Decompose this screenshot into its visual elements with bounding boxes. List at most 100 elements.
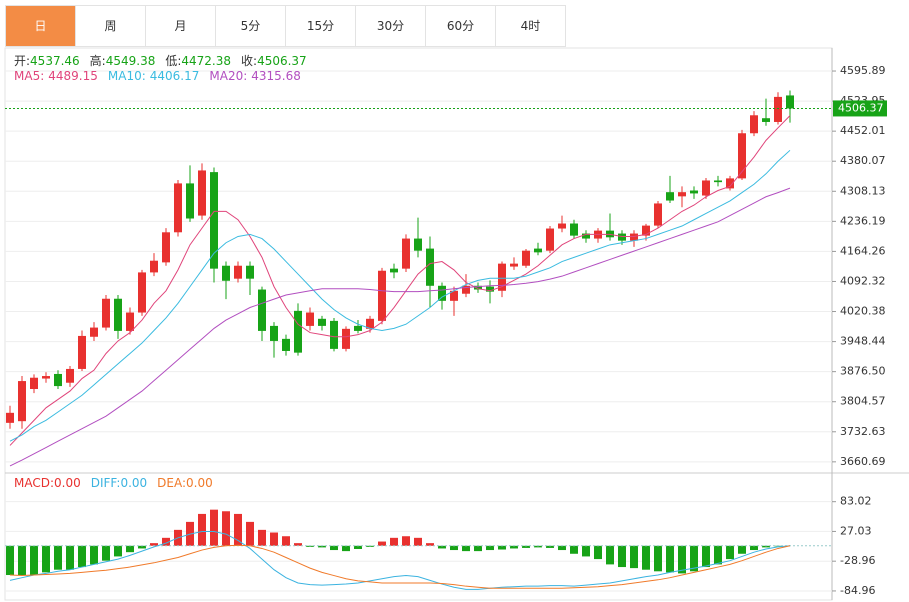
macd-bar [318,545,326,548]
indicator-line [9,149,791,442]
y-tick-label: 4092.32 [840,274,886,287]
macd-name: DEA: [157,476,187,490]
macd-bar [690,545,698,572]
indicator-line [9,530,791,590]
y-tick-label: 4595.89 [840,64,886,77]
period-tab[interactable]: 5分 [216,6,286,46]
candle-body [582,233,590,239]
candle-body [738,133,746,179]
candle-body [258,289,266,331]
macd-bar [474,545,482,552]
macd-bar [18,545,26,576]
macd-bar [726,545,734,560]
macd-name: MACD: [14,476,55,490]
candle-body [306,312,314,326]
candle-body [402,238,410,269]
candle-body [54,373,62,387]
macd-bar [234,513,242,546]
macd-bar [282,536,290,546]
period-tab[interactable]: 月 [146,6,216,46]
macd-bar [642,545,650,570]
candle-body [102,298,110,328]
candle-body [318,318,326,326]
macd-bar [198,513,206,546]
candle-body [6,412,14,423]
candle-body [666,192,674,201]
candle-body [90,327,98,337]
macd-bar [378,541,386,546]
candle-body [162,232,170,263]
macd-bar [354,545,362,549]
macd-value: 0.00 [120,476,148,490]
macd-item: MACD:0.00 [14,476,81,490]
macd-bar [414,537,422,546]
macd-bar [210,509,218,546]
period-tab[interactable]: 60分 [426,6,496,46]
period-tab[interactable]: 日 [6,6,76,46]
candle-body [342,328,350,349]
candle-body [702,180,710,196]
period-tab[interactable]: 15分 [286,6,356,46]
y-tick-label: 3660.69 [840,455,886,468]
y-tick-label: 4236.19 [840,214,886,227]
macd-bar [426,543,434,546]
ohlc-label: 收: [241,54,258,68]
ma-value: 4489.15 [48,69,98,83]
candle-body [390,268,398,273]
candle-body [30,377,38,390]
period-tab[interactable]: 4时 [496,6,566,46]
ma-name: MA5: [14,69,45,83]
macd-bar [762,545,770,548]
macd-bar [570,545,578,554]
ma-value: 4406.17 [149,69,200,83]
macd-bar [66,545,74,570]
ohlc-value: 4537.46 [30,54,80,68]
macd-item: DIFF:0.00 [91,476,147,490]
y-tick-label: 27.03 [840,524,872,537]
last-price-label: 4506.37 [838,101,884,114]
candle-body [138,272,146,313]
macd-bar [522,545,530,548]
ma-item: MA5: 4489.15 [14,69,98,83]
macd-bar [258,529,266,546]
macd-bar [30,545,38,576]
candle-body [78,335,86,369]
candle-body [282,338,290,351]
y-tick-label: 3804.57 [840,395,886,408]
y-tick-label: 4308.13 [840,184,886,197]
macd-item: DEA:0.00 [157,476,213,490]
macd-bar [462,545,470,552]
candle-body [234,265,242,279]
macd-bar [162,537,170,546]
candle-body [246,265,254,279]
candle-body [378,270,386,321]
candle-body [546,228,554,251]
macd-value: 0.00 [54,476,81,490]
candle-body [618,233,626,241]
period-tab[interactable]: 30分 [356,6,426,46]
candle-body [630,233,638,241]
macd-bar [294,543,302,546]
period-tabs: 日周月 5分 15分 30分 60分 4时 [5,5,566,47]
macd-bar [582,545,590,557]
macd-legend: MACD:0.00 DIFF:0.00 DEA:0.00 [14,476,213,490]
candle-body [174,183,182,233]
candle-body [294,310,302,353]
candle-body [114,298,122,331]
ohlc-value: 4472.38 [181,54,232,68]
period-tab[interactable]: 周 [76,6,146,46]
candle-body [198,170,206,216]
y-tick-label: 4164.26 [840,244,886,257]
candle-body [690,190,698,194]
candle-body [774,96,782,122]
macd-name: DIFF: [90,476,121,490]
macd-bar [486,545,494,551]
macd-bar [498,545,506,550]
candle-body [42,376,50,379]
candle-body [642,225,650,236]
macd-bar [606,545,614,565]
y-tick-label: -28.96 [840,554,875,567]
ma-name: MA20: [209,69,248,83]
macd-bar [546,545,554,548]
candle-body [762,118,770,122]
